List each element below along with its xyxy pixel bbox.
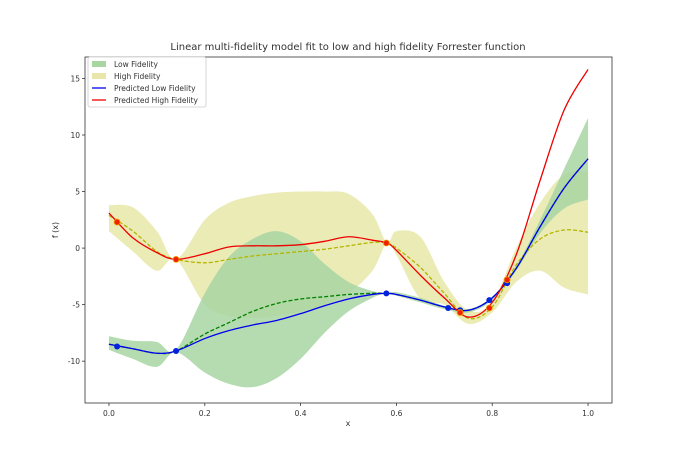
legend-label-high-fidelity: High Fidelity	[114, 72, 161, 81]
x-tick-label: 0.2	[199, 409, 211, 418]
legend-swatch-high-fidelity	[92, 73, 106, 79]
y-axis-label: f (x)	[51, 222, 60, 238]
axis-ticks: 0.0 0.2 0.4 0.6 0.8 1.0 -10 -5 0 5 10 15	[68, 74, 594, 418]
x-tick-label: 0.6	[390, 409, 402, 418]
predicted-low-fidelity-line	[108, 158, 589, 355]
axes-frame	[84, 56, 613, 404]
high-fidelity-point	[456, 309, 464, 316]
high-fidelity-mean-line	[108, 214, 589, 320]
low-fidelity-mean-line	[108, 158, 589, 355]
y-tick-label: 5	[75, 188, 80, 197]
chart-title: Linear multi-fidelity model fit to low a…	[170, 42, 525, 53]
legend: Low Fidelity High Fidelity Predicted Low…	[87, 56, 207, 108]
low-fidelity-point	[114, 343, 121, 350]
y-tick-label: 10	[70, 131, 80, 140]
x-tick-label: 1.0	[582, 409, 594, 418]
high-fidelity-point	[113, 218, 121, 226]
high-fidelity-point	[172, 255, 180, 263]
y-tick-label: 0	[75, 244, 80, 253]
high-fidelity-point	[503, 276, 511, 284]
legend-label-predicted-high: Predicted High Fidelity	[114, 96, 199, 105]
high-fidelity-point	[382, 239, 390, 247]
predicted-high-fidelity-line	[108, 69, 589, 318]
legend-label-predicted-low: Predicted Low Fidelity	[114, 84, 196, 93]
legend-label-low-fidelity: Low Fidelity	[114, 60, 158, 69]
low-fidelity-point	[486, 297, 493, 304]
legend-swatch-low-fidelity	[92, 61, 106, 67]
x-tick-label: 0.0	[103, 409, 115, 418]
y-tick-label: -5	[73, 301, 81, 310]
plot-area	[108, 69, 589, 388]
x-axis-label: x	[346, 419, 351, 428]
low-fidelity-band	[108, 118, 589, 388]
low-fidelity-point	[445, 305, 452, 312]
low-fidelity-point	[173, 347, 180, 354]
y-tick-label: -10	[68, 357, 80, 366]
y-tick-label: 15	[70, 74, 80, 83]
x-tick-label: 0.4	[295, 409, 307, 418]
low-fidelity-point	[383, 290, 390, 297]
high-fidelity-point	[485, 304, 493, 312]
x-tick-label: 0.8	[486, 409, 498, 418]
